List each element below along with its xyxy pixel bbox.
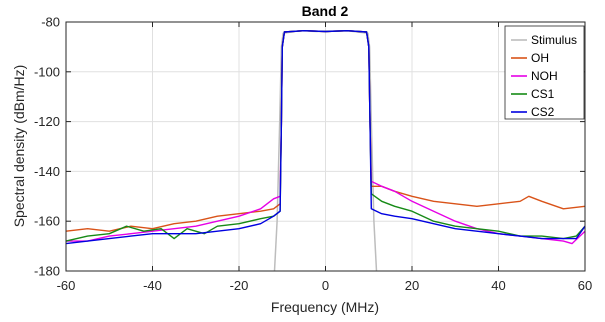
y-tick-label: -180 bbox=[34, 264, 60, 279]
x-tick-label: -20 bbox=[230, 278, 249, 293]
y-tick-label: -140 bbox=[34, 164, 60, 179]
x-tick-label: 60 bbox=[578, 278, 592, 293]
x-tick-label: -40 bbox=[143, 278, 162, 293]
legend-label-noh: NOH bbox=[531, 69, 558, 83]
series-layer bbox=[65, 29, 586, 272]
x-tick-label: 20 bbox=[405, 278, 419, 293]
chart-title: Band 2 bbox=[302, 3, 349, 19]
legend: Stimulus OH NOH CS1 CS2 bbox=[504, 25, 585, 120]
x-tick-label: 40 bbox=[491, 278, 505, 293]
ticks bbox=[65, 21, 586, 272]
legend-label-oh: OH bbox=[531, 51, 549, 65]
tick-labels: -60 -40 -20 0 20 40 60 -180 -160 -140 -120 -100 -80 bbox=[34, 15, 592, 294]
x-tick-label: 0 bbox=[322, 278, 329, 293]
y-tick-label: -80 bbox=[41, 15, 60, 30]
y-axis-label: Spectral density (dBm/Hz) bbox=[11, 65, 27, 228]
series-line-cs2 bbox=[65, 30, 586, 245]
y-tick-label: -160 bbox=[34, 214, 60, 229]
legend-label-stimulus: Stimulus bbox=[531, 33, 577, 47]
legend-label-cs2: CS2 bbox=[531, 105, 555, 119]
legend-box bbox=[504, 25, 585, 120]
legend-label-cs1: CS1 bbox=[531, 87, 555, 101]
x-axis-label: Frequency (MHz) bbox=[271, 299, 379, 315]
y-tick-label: -100 bbox=[34, 64, 60, 79]
x-tick-label: -60 bbox=[57, 278, 76, 293]
y-tick-label: -120 bbox=[34, 114, 60, 129]
